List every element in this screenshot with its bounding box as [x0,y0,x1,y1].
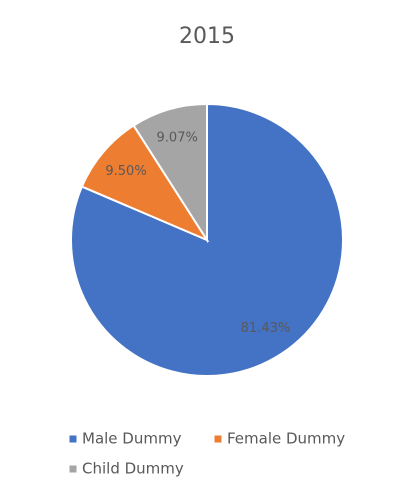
data-label: 9.50% [105,164,146,179]
pie-slice [132,102,208,244]
legend-marker [69,465,77,473]
chart-title: 2015 [179,24,235,49]
data-label: 81.43% [241,321,291,336]
pie-slice [80,124,210,243]
legend-label: Female Dummy [227,430,345,448]
legend-label: Male Dummy [82,430,182,448]
data-label: 9.07% [157,131,198,146]
legend-marker [69,435,77,443]
legend-marker [214,435,222,443]
legend-label: Child Dummy [82,460,184,478]
